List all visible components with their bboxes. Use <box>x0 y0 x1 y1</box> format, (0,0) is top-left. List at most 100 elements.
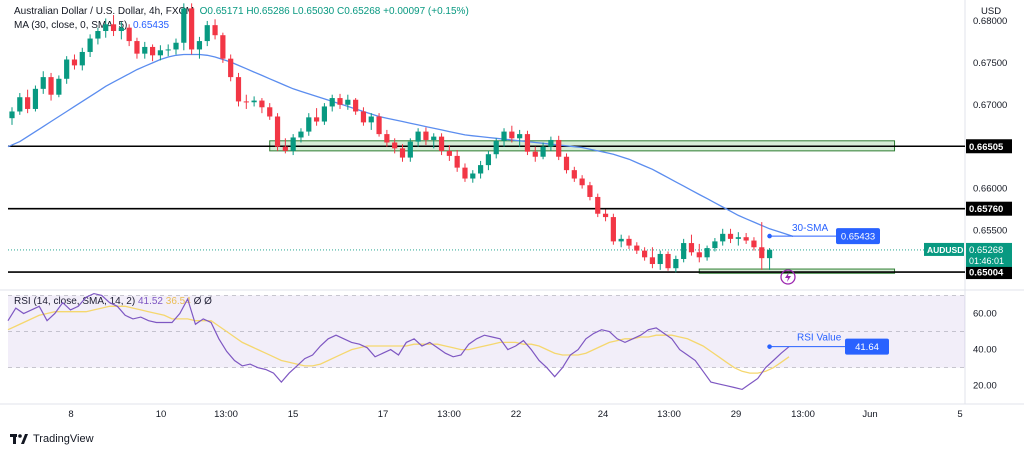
rsi-line <box>7 292 790 391</box>
support-resistance-zones <box>269 140 896 274</box>
candle-body <box>563 156 570 171</box>
candle-body <box>298 131 304 138</box>
rsi-band-fill <box>8 295 965 368</box>
level-tag-bg <box>966 201 1012 216</box>
low-value: L0.65030 <box>292 6 335 17</box>
candle-body <box>134 41 140 54</box>
candle-body <box>345 99 351 105</box>
candle-body <box>337 98 343 105</box>
candle-body <box>353 99 359 112</box>
time-tick-label: 8 <box>68 409 73 420</box>
candle-body <box>212 25 218 36</box>
sr-zone <box>698 268 896 274</box>
ma-line-group <box>7 53 794 238</box>
candle-body <box>454 155 460 168</box>
candle-body <box>79 51 85 66</box>
tradingview-logo-icon <box>10 434 28 444</box>
candle-body <box>165 49 171 51</box>
candle-body <box>235 77 242 102</box>
time-axis[interactable]: 8 10 13:00 15 17 13:00 22 24 13:00 29 13:00 Jun 5 <box>68 409 962 420</box>
time-tick-label: 17 <box>378 409 389 420</box>
candle-body <box>56 78 62 95</box>
price-tick-label: 0.67500 <box>973 58 1007 69</box>
candle-body <box>110 24 117 32</box>
candle-body <box>642 250 648 258</box>
candle-body <box>48 77 54 95</box>
candle-body <box>688 243 695 253</box>
candle-body <box>25 97 31 109</box>
candle-body <box>509 131 515 139</box>
candle-body <box>290 137 296 151</box>
rsi-tick-label: 40.00 <box>973 345 997 356</box>
candle-body <box>501 131 507 141</box>
current-price-tag-label: 0.65268 <box>969 245 1003 256</box>
price-tick-label: 0.66000 <box>973 184 1007 195</box>
candle-body <box>282 146 288 151</box>
candle-body <box>446 150 452 156</box>
ma-annotation-label: 30-SMA <box>792 223 828 234</box>
price-tick-label: 0.65500 <box>973 225 1007 236</box>
candle-body <box>126 27 132 42</box>
time-tick-label: 13:00 <box>657 409 681 420</box>
candle-body <box>228 58 234 78</box>
candle-body <box>438 136 445 151</box>
candle-body <box>485 154 492 166</box>
candle-body <box>204 25 210 42</box>
time-tick-label: 13:00 <box>214 409 238 420</box>
candle-body <box>720 233 726 242</box>
rsi-pane <box>7 292 965 391</box>
rsi-legend[interactable]: RSI (14, close, SMA, 14, 2) 41.52 36.54 … <box>14 296 212 307</box>
level-tag-bg <box>966 265 1012 280</box>
candle-body <box>571 170 577 179</box>
time-tick-label: 22 <box>511 409 522 420</box>
time-tick-label: 5 <box>957 409 962 420</box>
candle-body <box>407 141 413 158</box>
candle-body <box>32 88 39 109</box>
candle-body <box>95 31 101 39</box>
rsi-annotation-value: 41.64 <box>855 342 879 353</box>
tradingview-logo[interactable]: TradingView <box>10 433 94 445</box>
candle-body <box>673 258 679 269</box>
candle-body <box>87 38 93 52</box>
candle-body <box>360 111 367 123</box>
candle-body <box>712 241 718 249</box>
time-tick-label: 24 <box>598 409 609 420</box>
candle-body <box>524 134 531 152</box>
candle-body <box>313 117 320 122</box>
level-tag-label: 0.65004 <box>969 268 1004 279</box>
rsi-tick-label: 60.00 <box>973 308 997 319</box>
event-icon-circle <box>780 269 796 285</box>
candle-body <box>196 41 203 50</box>
rsi-legend-value: 41.52 <box>137 296 163 307</box>
candle-body <box>657 253 663 265</box>
time-tick-label: 10 <box>156 409 167 420</box>
ma-legend-value: 0.65435 <box>132 20 170 31</box>
symbol-tag-bg <box>924 242 964 256</box>
candle-body <box>431 136 437 140</box>
candles <box>9 3 773 273</box>
candle-body <box>665 253 671 269</box>
symbol-title: Australian Dollar / U.S. Dollar, 4h, FXC… <box>14 6 195 17</box>
ma-legend-label[interactable]: MA (30, close, 0, SMA, 5) <box>14 20 128 31</box>
candle-body <box>71 59 78 66</box>
candle-body <box>649 257 656 265</box>
level-tag-label: 0.66505 <box>969 142 1004 153</box>
annotation-labels: 30-SMA 0.65433 RSI Value 41.64 <box>767 223 889 355</box>
candle-body <box>696 252 702 258</box>
time-tick-label: 13:00 <box>791 409 815 420</box>
candle-body <box>579 178 585 186</box>
open-value: O0.65171 <box>199 6 244 17</box>
level-tag-bg <box>966 139 1012 154</box>
rsi-ma-line <box>7 305 790 374</box>
candle-body <box>9 111 15 119</box>
candle-body <box>267 107 273 117</box>
candle-body <box>462 167 468 179</box>
candle-body <box>493 140 499 155</box>
candle-body <box>306 117 312 132</box>
candle-body <box>189 8 195 50</box>
candle-body <box>103 24 109 32</box>
rsi-tick-label: 20.00 <box>973 381 997 392</box>
change-value: +0.00097 (+0.15%) <box>383 6 469 17</box>
